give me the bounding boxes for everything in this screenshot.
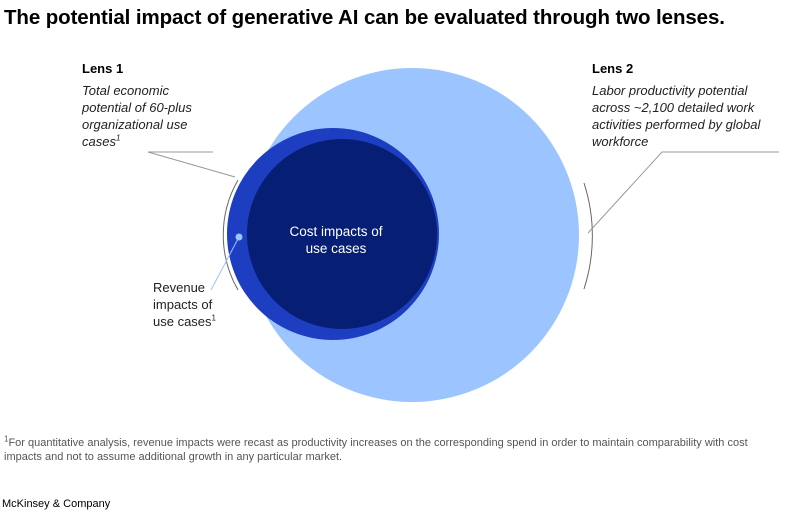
lens2-description: Labor productivity potential across ~2,1…: [592, 82, 777, 150]
lens1-heading: Lens 1: [82, 61, 123, 76]
cost-impacts-label: Cost impacts of use cases: [287, 223, 385, 257]
lens2-leader-line: [588, 152, 779, 233]
lens1-leader-line: [148, 152, 235, 177]
footnote: 1For quantitative analysis, revenue impa…: [4, 436, 784, 464]
brand-name: McKinsey & Company: [2, 498, 110, 510]
revenue-impacts-label: Revenue impacts of use cases1: [153, 279, 225, 330]
lens2-bracket-arc: [584, 183, 592, 289]
lens1-description: Total economic potential of 60-plus orga…: [82, 82, 217, 150]
lens2-heading: Lens 2: [592, 61, 633, 76]
